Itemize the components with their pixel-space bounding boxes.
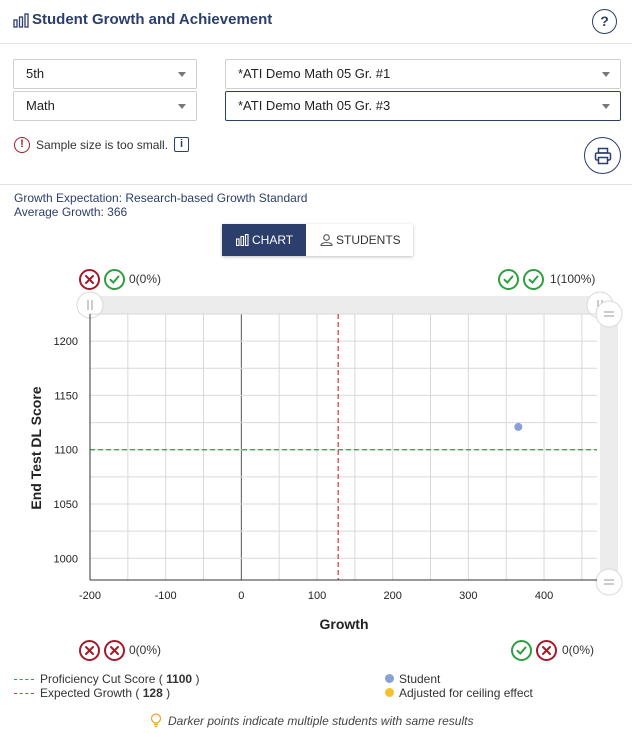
bar-chart-icon	[236, 234, 249, 246]
check-circle-icon	[498, 269, 519, 290]
quadrant-top-left: 0(0%)	[79, 269, 199, 291]
page-title: Student Growth and Achievement	[32, 11, 273, 28]
zoom-handle-bottom[interactable]	[595, 568, 623, 596]
growth-achievement-chart: -200 -100 0 100 200 300 400 1000 1050 1100 1150 120…	[28, 291, 623, 632]
section-divider	[0, 184, 632, 185]
x-tick-label: -200	[79, 590, 101, 602]
quadrant-top-right: 1(100%)	[498, 269, 608, 291]
growth-expectation: Growth Expectation: Research-based Growt…	[14, 191, 308, 205]
legend-proficiency-value: 1100	[166, 672, 193, 686]
proficiency-line-swatch	[14, 679, 34, 680]
print-button[interactable]	[584, 137, 621, 174]
chevron-down-icon	[178, 104, 186, 109]
test-2-select[interactable]: *ATI Demo Math 05 Gr. #3	[225, 91, 621, 121]
quadrant-bottom-left: 0(0%)	[79, 640, 199, 662]
students-view-label: STUDENTS	[336, 233, 401, 247]
x-circle-icon	[536, 640, 557, 661]
subject-select-value: Math	[26, 98, 55, 113]
x-tick-label: 300	[459, 590, 477, 602]
lightbulb-icon	[150, 713, 162, 728]
printer-icon	[594, 147, 612, 165]
reference-lines	[90, 314, 597, 580]
x-tick-label: 100	[308, 590, 326, 602]
x-circle-icon	[79, 269, 100, 290]
help-icon: ?	[600, 13, 609, 29]
average-growth: Average Growth: 366	[14, 205, 128, 219]
legend-adjusted: Adjusted for ceiling effect	[399, 686, 533, 700]
chart-grid	[90, 313, 597, 580]
y-tick-label: 1100	[54, 445, 78, 457]
students-view-button[interactable]: STUDENTS	[306, 224, 413, 256]
subject-select[interactable]: Math	[13, 91, 197, 121]
horizontal-zoom-bar[interactable]	[90, 296, 602, 314]
view-toggle: CHART STUDENTS	[222, 224, 413, 256]
check-circle-icon	[511, 640, 532, 661]
data-points	[514, 422, 523, 431]
check-circle-icon	[104, 269, 125, 290]
x-axis-label: Growth	[320, 616, 369, 632]
test-1-select-value: *ATI Demo Math 05 Gr. #1	[238, 66, 391, 81]
y-tick-label: 1200	[54, 336, 78, 348]
quadrant-bottom-right: 0(0%)	[511, 640, 621, 662]
legend-proficiency-label: Proficiency Cut Score (	[40, 672, 163, 686]
user-icon	[320, 234, 333, 246]
legend-expected-suffix: )	[162, 686, 171, 700]
zoom-handle-top[interactable]	[595, 300, 623, 328]
legend-expected-value: 128	[142, 686, 163, 700]
legend-expected: Expected Growth ( 128 )	[40, 686, 170, 700]
test-2-select-value: *ATI Demo Math 05 Gr. #3	[238, 98, 391, 113]
chart-axes: -200 -100 0 100 200 300 400 1000 1050 1100 1150 120…	[54, 314, 597, 602]
student-point	[514, 422, 523, 431]
quadrant-bottom-right-count: 0(0%)	[562, 643, 595, 657]
footnote-text: Darker points indicate multiple students…	[168, 714, 474, 728]
quadrant-top-right-count: 1(100%)	[550, 272, 596, 286]
quadrant-top-left-count: 0(0%)	[129, 272, 162, 286]
chart-view-label: CHART	[252, 233, 294, 247]
vertical-zoom-bar[interactable]	[600, 314, 618, 584]
zoom-handle-left[interactable]	[76, 291, 104, 319]
test-1-select[interactable]: *ATI Demo Math 05 Gr. #1	[225, 59, 621, 89]
x-tick-label: 0	[238, 590, 244, 602]
chevron-down-icon	[602, 72, 610, 77]
grade-select-value: 5th	[26, 66, 45, 81]
info-icon[interactable]: i	[174, 137, 189, 152]
check-circle-icon	[523, 269, 544, 290]
page-header: Student Growth and Achievement ?	[0, 0, 632, 44]
help-button[interactable]: ?	[592, 9, 617, 34]
adjusted-dot-swatch	[385, 688, 394, 697]
y-tick-label: 1150	[54, 390, 78, 402]
chart-view-button[interactable]: CHART	[222, 224, 306, 256]
legend-proficiency-suffix: )	[192, 672, 200, 686]
chevron-down-icon	[602, 104, 610, 109]
x-tick-label: 200	[384, 590, 402, 602]
student-dot-swatch	[385, 674, 394, 683]
bar-chart-icon	[13, 12, 29, 28]
grade-select[interactable]: 5th	[13, 59, 197, 89]
x-circle-icon	[104, 640, 125, 661]
chevron-down-icon	[178, 72, 186, 77]
x-tick-label: 400	[535, 590, 553, 602]
quadrant-bottom-left-count: 0(0%)	[129, 643, 162, 657]
legend-proficiency: Proficiency Cut Score ( 1100 )	[40, 672, 199, 686]
legend-student: Student	[399, 672, 441, 686]
expected-line-swatch	[14, 693, 34, 694]
warning-text: Sample size is too small.	[36, 138, 169, 152]
legend-expected-label: Expected Growth (	[40, 686, 140, 700]
y-tick-label: 1050	[54, 499, 78, 511]
x-circle-icon	[79, 640, 100, 661]
x-tick-label: -100	[155, 590, 177, 602]
alert-circle-icon: !	[14, 137, 30, 153]
y-tick-label: 1000	[54, 553, 78, 565]
y-axis-label: End Test DL Score	[28, 386, 44, 509]
